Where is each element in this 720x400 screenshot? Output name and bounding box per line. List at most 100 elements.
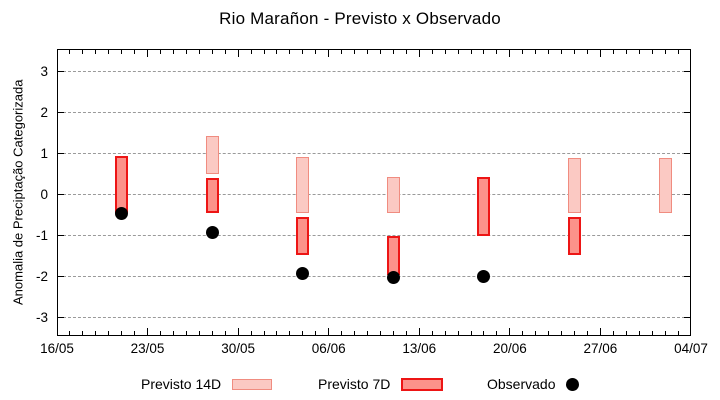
x-minor-tick-top <box>263 50 265 54</box>
x-minor-tick-top <box>69 50 71 54</box>
x-tick-label: 20/06 <box>492 341 527 356</box>
y-tick-label: 0 <box>40 186 48 202</box>
y-tick-right <box>684 112 690 114</box>
x-minor-tick-bottom <box>483 331 485 335</box>
x-minor-tick-top <box>483 50 485 54</box>
x-minor-tick-bottom <box>211 331 213 335</box>
x-minor-tick-bottom <box>276 331 278 335</box>
x-minor-tick-bottom <box>535 331 537 335</box>
x-minor-tick-bottom <box>431 331 433 335</box>
x-major-tick-top <box>418 50 420 57</box>
x-minor-tick-top <box>250 50 252 54</box>
x-minor-tick-bottom <box>405 331 407 335</box>
x-minor-tick-bottom <box>548 331 550 335</box>
forecast-7d-bar <box>296 217 310 256</box>
x-minor-tick-bottom <box>95 331 97 335</box>
x-minor-tick-bottom <box>457 331 459 335</box>
observed-dot <box>296 266 310 280</box>
x-minor-tick-bottom <box>638 331 640 335</box>
x-minor-tick-top <box>198 50 200 54</box>
x-major-tick-bottom <box>599 328 601 335</box>
x-minor-tick-bottom <box>160 331 161 335</box>
x-tick-label: 06/06 <box>311 341 346 356</box>
x-minor-tick-bottom <box>354 331 356 335</box>
x-minor-tick-bottom <box>392 331 394 335</box>
x-minor-tick-top <box>134 50 136 54</box>
legend-item-previsto-7d: Previsto 7D <box>318 376 444 392</box>
h-gridline <box>58 71 690 73</box>
h-gridline <box>58 112 690 114</box>
y-tick-left <box>58 71 64 73</box>
x-minor-tick-bottom <box>574 331 576 335</box>
x-major-tick-bottom <box>328 328 330 335</box>
x-minor-tick-bottom <box>315 331 317 335</box>
y-tick-left <box>58 153 64 155</box>
x-minor-tick-top <box>496 50 498 54</box>
y-tick-label: 1 <box>40 145 48 161</box>
y-tick-left <box>58 112 64 114</box>
forecast-7d-bar <box>115 156 129 213</box>
legend-label-observado: Observado <box>487 376 556 392</box>
x-major-tick-top <box>509 50 511 57</box>
x-major-tick-top <box>147 50 149 57</box>
x-tick-label: 04/07 <box>674 341 708 356</box>
forecast-14d-bar <box>568 157 582 213</box>
x-minor-tick-bottom <box>224 331 226 335</box>
x-minor-tick-top <box>160 50 161 54</box>
y-tick-left <box>58 276 64 278</box>
x-minor-tick-bottom <box>341 331 343 335</box>
x-minor-tick-bottom <box>664 331 666 335</box>
x-minor-tick-bottom <box>586 331 588 335</box>
x-major-tick-bottom <box>509 328 511 335</box>
x-minor-tick-top <box>289 50 291 54</box>
x-minor-tick-top <box>224 50 226 54</box>
x-minor-tick-top <box>651 50 653 54</box>
x-major-tick-top <box>237 50 239 57</box>
x-minor-tick-top <box>431 50 433 54</box>
forecast-14d-bar <box>296 156 310 213</box>
x-major-tick-bottom <box>147 328 149 335</box>
x-minor-tick-bottom <box>496 331 498 335</box>
x-minor-tick-top <box>535 50 537 54</box>
x-minor-tick-bottom <box>82 331 84 335</box>
y-tick-left <box>58 194 64 196</box>
x-major-tick-top <box>328 50 330 57</box>
y-tick-label: -2 <box>35 268 48 284</box>
x-minor-tick-top <box>677 50 679 54</box>
x-tick-label: 13/06 <box>402 341 437 356</box>
x-minor-tick-top <box>341 50 343 54</box>
x-minor-tick-bottom <box>121 331 123 335</box>
x-minor-tick-top <box>444 50 446 54</box>
x-minor-tick-top <box>354 50 356 54</box>
x-minor-tick-bottom <box>651 331 653 335</box>
x-minor-tick-top <box>522 50 524 54</box>
x-minor-tick-top <box>586 50 588 54</box>
x-minor-tick-bottom <box>69 331 71 335</box>
x-tick-label: 16/05 <box>40 341 74 356</box>
x-minor-tick-bottom <box>250 331 252 335</box>
plot-area <box>57 49 691 336</box>
y-tick-left <box>58 235 64 237</box>
x-minor-tick-top <box>638 50 640 54</box>
h-gridline <box>58 276 690 278</box>
x-minor-tick-bottom <box>367 331 369 335</box>
x-minor-tick-top <box>172 50 174 54</box>
legend-item-observado: Observado <box>487 376 580 392</box>
forecast-14d-bar <box>658 157 672 213</box>
x-minor-tick-bottom <box>444 331 446 335</box>
observed-dot <box>386 270 400 284</box>
h-gridline <box>58 194 690 196</box>
x-minor-tick-bottom <box>470 331 472 335</box>
x-minor-tick-top <box>211 50 213 54</box>
forecast-7d-bar <box>568 217 582 256</box>
legend-label-previsto-14d: Previsto 14D <box>141 376 222 392</box>
x-minor-tick-top <box>392 50 394 54</box>
forecast-7d-bar <box>386 235 400 276</box>
x-minor-tick-bottom <box>289 331 291 335</box>
x-minor-tick-bottom <box>561 331 563 335</box>
y-tick-label: -1 <box>35 227 48 243</box>
x-minor-tick-top <box>625 50 627 54</box>
observed-dot <box>115 206 129 220</box>
y-tick-right <box>684 317 690 319</box>
x-tick-label: 30/05 <box>221 341 256 356</box>
